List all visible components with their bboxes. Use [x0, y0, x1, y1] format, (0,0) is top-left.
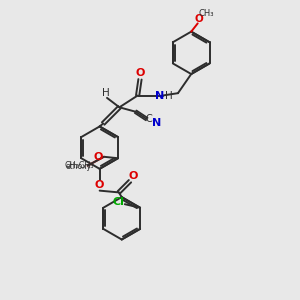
Text: N: N [154, 91, 164, 100]
Text: H: H [165, 91, 172, 100]
Text: Cl: Cl [112, 197, 124, 207]
Text: O: O [128, 171, 138, 181]
Text: O: O [135, 68, 145, 78]
Text: O: O [95, 180, 104, 190]
Text: ethoxy: ethoxy [65, 162, 91, 171]
Text: H: H [102, 88, 110, 98]
Text: O: O [94, 152, 103, 162]
Text: C: C [146, 114, 152, 124]
Text: O: O [194, 14, 203, 24]
Text: N: N [152, 118, 162, 128]
Text: CH₃: CH₃ [198, 9, 214, 18]
Text: CH₂CH₃: CH₂CH₃ [65, 161, 94, 170]
